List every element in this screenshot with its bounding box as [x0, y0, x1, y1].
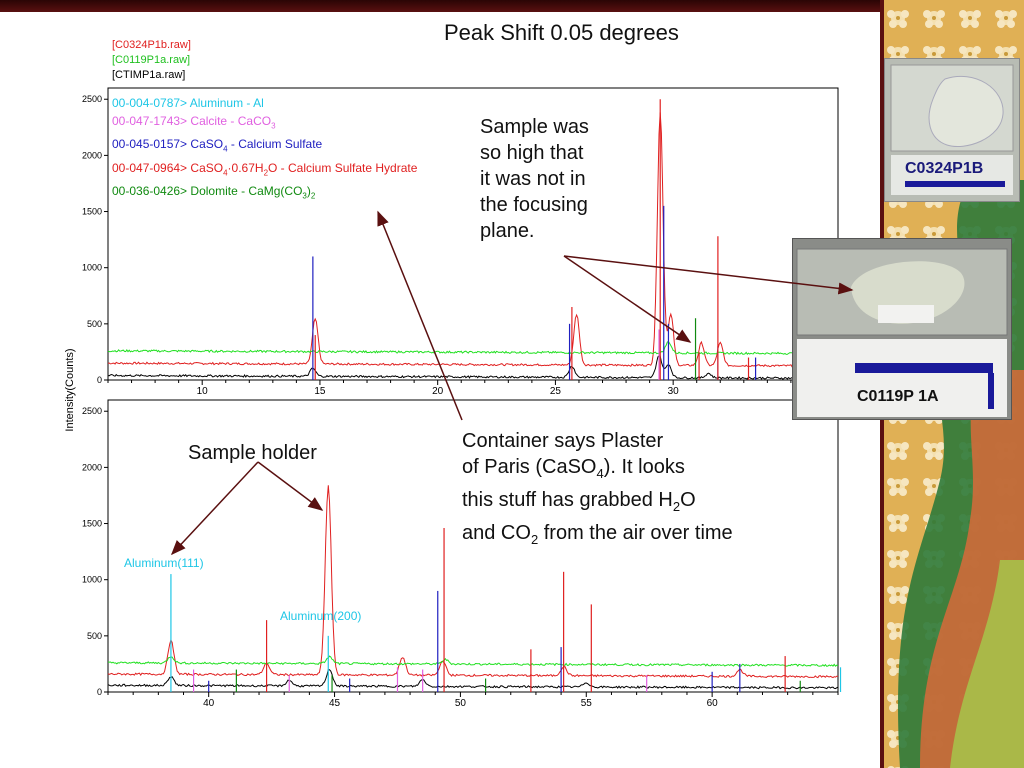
scan-file-3: [CTIMP1a.raw] [112, 69, 186, 81]
x-tick-label: 15 [314, 386, 326, 397]
reference-phase-legend: 00-004-0787> Aluminum - Al 00-047-1743> … [112, 94, 417, 206]
annotation-aluminum-111: Aluminum(111) [124, 556, 204, 570]
note-sample-line: so high that [480, 142, 584, 164]
scan-file-1: [C0324P1b.raw] [112, 39, 191, 51]
note-container-line3: this stuff has grabbed H2O [462, 489, 696, 514]
scan-trace-2 [108, 655, 839, 667]
annotation-aluminum-200: Aluminum(200) [280, 609, 362, 623]
scan-trace-1 [107, 485, 838, 679]
note-sample-holder: Sample holder [188, 442, 317, 464]
note-sample-height: Sample was so high that it was not in th… [480, 114, 589, 244]
sample-photo-c0324p1b: C0324P1B [884, 58, 1020, 202]
note-sample-line: the focusing [480, 194, 588, 216]
y-tick-label: 2000 [82, 150, 102, 160]
y-tick-label: 1500 [82, 519, 102, 529]
x-tick-label: 50 [455, 698, 467, 709]
y-tick-label: 2000 [82, 462, 102, 472]
y-tick-label: 1500 [82, 207, 102, 217]
x-tick-label: 20 [432, 386, 444, 397]
note-sample-line: plane. [480, 220, 535, 242]
y-tick-label: 500 [87, 319, 102, 329]
phase-aluminum: 00-004-0787> Aluminum - Al [112, 96, 264, 110]
note-container-line4: and CO2 from the air over time [462, 522, 733, 547]
x-tick-label: 45 [329, 698, 341, 709]
note-container: Container says Plaster of Paris (CaSO4).… [462, 428, 733, 553]
plot-frame [107, 87, 839, 381]
scan-trace-3 [107, 669, 839, 690]
slide-title: Peak Shift 0.05 degrees [444, 20, 679, 45]
note-container-line2: of Paris (CaSO4). It looks [462, 456, 685, 481]
x-tick-label: 30 [668, 386, 680, 397]
sample-photo-c0119p1a: C0119P 1A [792, 238, 1012, 420]
phase-calcium-sulfate: 00-045-0157> CaSO4 - Calcium Sulfate [112, 137, 323, 154]
note-sample-line: it was not in [480, 168, 586, 190]
scan-trace-1 [107, 112, 838, 368]
note-sample-line: Sample was [480, 116, 589, 138]
scan-file-legend: [C0324P1b.raw] [C0119P1a.raw] [CTIMP1a.r… [112, 38, 191, 83]
y-tick-label: 2500 [82, 94, 102, 104]
photo1-label: C0324P1B [905, 160, 983, 177]
phase-calcium-sulfate-hydrate: 00-047-0964> CaSO4·0.67H2O - Calcium Sul… [112, 160, 418, 178]
title-bar-strip [0, 0, 880, 12]
x-tick-label: 10 [197, 386, 209, 397]
photo2-label: C0119P 1A [857, 388, 939, 405]
x-tick-label: 60 [707, 698, 719, 709]
scan-trace-3 [107, 355, 838, 380]
note-container-line1: Container says Plaster [462, 430, 664, 452]
x-tick-label: 40 [203, 698, 215, 709]
scan-file-2: [C0119P1a.raw] [112, 54, 191, 66]
scan-trace-2 [107, 340, 837, 356]
y-tick-label: 2500 [82, 406, 102, 416]
y-axis-title: Intensity(Counts) [64, 348, 76, 432]
y-tick-label: 500 [87, 631, 102, 641]
chart-panel-top: 0 500 1000 1500 2000 2500 10 15 20 25 30 [82, 87, 839, 397]
x-tick-label: 55 [581, 698, 593, 709]
y-tick-label: 0 [97, 375, 102, 385]
phase-dolomite: 00-036-0426> Dolomite - CaMg(CO3)2 [112, 184, 316, 201]
phase-calcite: 00-047-1743> Calcite - CaCO3 [112, 114, 276, 131]
x-tick-label: 25 [550, 386, 562, 397]
y-tick-label: 1000 [82, 575, 102, 585]
sample-photo-drawing: C0324P1B [890, 64, 1014, 195]
sample-photo-drawing: C0119P 1A [796, 248, 1008, 417]
y-tick-label: 1000 [82, 263, 102, 273]
y-tick-label: 0 [97, 687, 102, 697]
